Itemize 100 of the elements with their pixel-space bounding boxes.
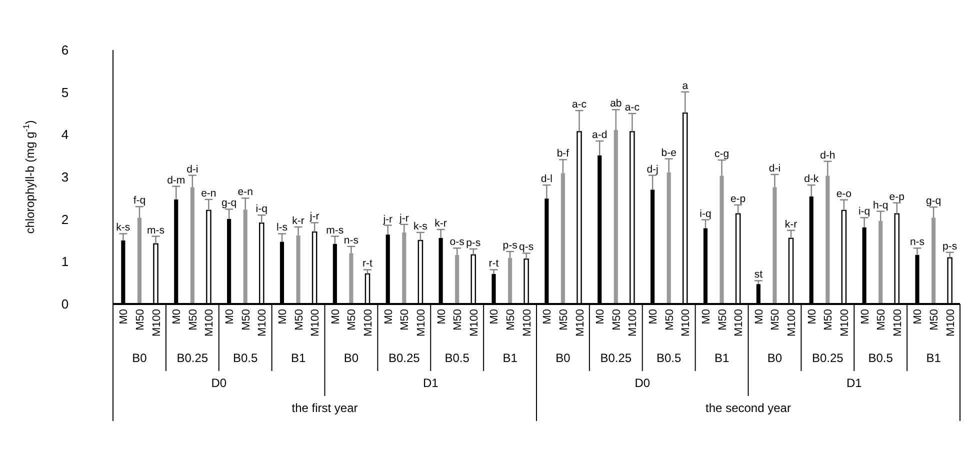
- x-tick-label: B0.5: [656, 351, 682, 365]
- data-label: j-r: [398, 212, 410, 224]
- data-label: m-s: [147, 224, 165, 236]
- data-label: j-r: [308, 210, 320, 223]
- text: M100: [733, 309, 746, 337]
- data-label: k-r: [434, 217, 448, 230]
- data-label: e-p: [730, 192, 746, 205]
- text: D1: [846, 376, 862, 390]
- text: M100: [310, 309, 322, 337]
- data-label: b-f: [556, 148, 570, 160]
- text: M100: [892, 309, 904, 337]
- data-label: p-s: [466, 236, 481, 249]
- text: M50: [293, 309, 306, 330]
- y-tick-label: 3: [61, 170, 69, 185]
- data-label: r-t: [362, 258, 373, 270]
- text: M100: [944, 309, 957, 337]
- text: M0: [436, 309, 448, 324]
- data-label: h-q: [873, 199, 888, 212]
- text: D0: [211, 376, 227, 390]
- data-label: q-s: [519, 241, 534, 254]
- text: M0: [276, 309, 289, 324]
- data-label: n-s: [344, 234, 359, 246]
- text: M0: [806, 309, 818, 324]
- text: M100: [838, 309, 851, 337]
- x-tick-label: B1: [714, 351, 730, 365]
- data-label: o-s: [450, 236, 464, 248]
- data-label: p-s: [942, 240, 958, 252]
- x-tick-label: B0: [132, 351, 148, 365]
- data-label: m-s: [326, 224, 344, 236]
- data-label: k-s: [413, 220, 428, 232]
- text: M100: [256, 309, 269, 337]
- text: M0: [753, 309, 766, 324]
- y-tick-label: 2: [61, 212, 69, 227]
- data-label: k-r: [784, 218, 798, 230]
- data-label: d-i: [186, 163, 198, 176]
- text: M50: [558, 309, 570, 330]
- text: M100: [680, 309, 692, 337]
- data-label: e-n: [201, 187, 216, 200]
- y-tick-label: 6: [61, 42, 69, 58]
- text: D1: [422, 376, 439, 390]
- text: M50: [134, 309, 146, 330]
- data-label: j-r: [382, 213, 394, 226]
- text: M50: [716, 309, 729, 330]
- y-tick-label: 1: [61, 254, 69, 270]
- text: M100: [786, 309, 798, 337]
- text: M0: [594, 309, 607, 324]
- text: M100: [150, 309, 163, 337]
- text: M100: [204, 309, 216, 337]
- text: the second year: [706, 401, 791, 415]
- text: M100: [627, 309, 640, 337]
- data-label: l-s: [276, 222, 288, 234]
- text: M50: [187, 309, 200, 330]
- data-label: ab: [610, 98, 622, 110]
- text: M50: [346, 309, 358, 330]
- data-label: e-n: [238, 186, 254, 198]
- data-label: b-e: [661, 146, 677, 159]
- x-tick-label: B0.5: [233, 351, 258, 365]
- data-label: k-r: [292, 214, 305, 227]
- text: M0: [542, 309, 554, 324]
- text: M0: [330, 309, 342, 324]
- text: M0: [118, 309, 130, 324]
- text: M50: [770, 309, 782, 330]
- data-label: d-k: [804, 173, 820, 186]
- data-label: g-q: [926, 195, 942, 208]
- y-tick-label: 4: [61, 127, 69, 142]
- text: M50: [399, 309, 412, 330]
- text: M100: [415, 309, 428, 337]
- text: M0: [382, 309, 395, 324]
- text: M0: [171, 309, 184, 324]
- x-tick-label: B1: [502, 351, 518, 365]
- text: D0: [634, 376, 650, 390]
- data-label: e-p: [889, 190, 905, 203]
- x-tick-label: B0.5: [444, 351, 470, 365]
- data-label: st: [754, 268, 763, 281]
- x-tick-label: B1: [926, 351, 942, 365]
- y-tick-label: 0: [61, 296, 69, 312]
- data-label: f-q: [133, 194, 146, 207]
- text: M50: [664, 309, 676, 330]
- text: M50: [505, 309, 518, 330]
- text: M100: [574, 309, 586, 337]
- x-tick-label: B0.25: [176, 351, 208, 365]
- text: M0: [224, 309, 236, 324]
- text: M100: [362, 309, 375, 337]
- x-tick-label: B0.5: [868, 351, 894, 365]
- data-label: e-o: [836, 188, 852, 200]
- data-label: a-c: [624, 102, 640, 114]
- text: the first year: [292, 401, 358, 415]
- text: M50: [610, 309, 623, 330]
- text: M50: [822, 309, 835, 330]
- data-label: c-g: [714, 148, 730, 160]
- data-label: i-q: [700, 208, 712, 220]
- data-label: g-q: [221, 197, 237, 210]
- x-tick-label: B0.25: [812, 351, 844, 365]
- x-tick-label: B0.25: [388, 351, 420, 365]
- data-label: i-q: [858, 206, 870, 218]
- text: M0: [648, 309, 660, 324]
- text: M50: [240, 309, 252, 330]
- x-tick-label: B0.25: [600, 351, 632, 365]
- x-tick-label: B0: [556, 351, 571, 365]
- data-label: r-t: [488, 258, 499, 270]
